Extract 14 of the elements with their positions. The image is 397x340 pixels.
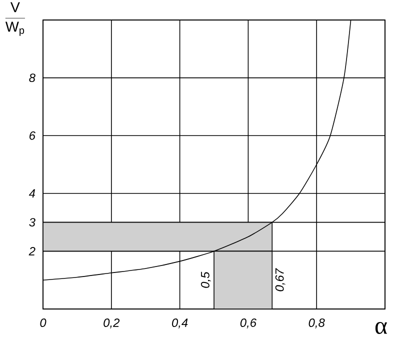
y-tick-label: 6 [30,131,36,140]
annotation: 0,5 [200,272,211,288]
x-tick-label: 0 [40,318,46,327]
y-tick-label: 8 [29,74,36,82]
x-axis-title: α [375,322,387,334]
annotation: 0,67 [275,268,286,292]
x-tick-label: 0,6 [240,318,257,328]
x-tick-label: 0,4 [172,318,188,328]
y-tick-label: 3 [29,218,36,227]
y-tick-label: 4 [28,189,36,198]
y-axis-title: $\frac{\mathrm{V}}{\mathrm{W}_{\mathrm{p}}}$ [5,2,25,36]
y-tick-label: 2 [28,247,36,256]
x-tick-label: 0,8 [308,318,325,328]
x-tick-label: 0,2 [104,318,120,328]
